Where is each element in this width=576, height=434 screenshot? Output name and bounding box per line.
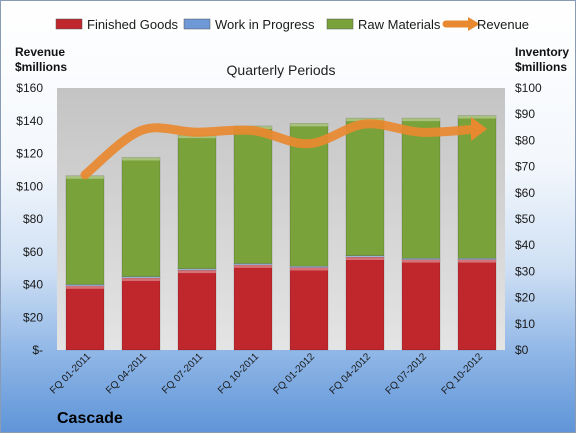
bar-highlight (458, 116, 496, 119)
category-label: FQ 10-2012 (440, 351, 486, 397)
category-label: FQ 07-2012 (384, 351, 430, 397)
left-tick-label: $20 (23, 310, 43, 324)
bar-highlight (122, 278, 160, 281)
right-axis-ticks: $0 $10 $20 $30 $40 $50 $60 $70 $80 $90 $100 (515, 81, 542, 357)
bar-finished-goods (66, 286, 104, 350)
category-label: FQ 01-2011 (48, 351, 93, 396)
bar-finished-goods (122, 278, 160, 350)
right-tick-label: $90 (515, 107, 535, 121)
category-label: FQ 07-2011 (160, 351, 205, 396)
bar-highlight (290, 123, 328, 126)
bar-highlight (234, 265, 272, 268)
category-label: FQ 01-2012 (272, 351, 318, 397)
right-tick-label: $100 (515, 81, 542, 95)
legend-label-work-in-progress: Work in Progress (215, 17, 315, 32)
bar-finished-goods (290, 267, 328, 350)
bar-finished-goods (458, 260, 496, 350)
bar-raw-materials (402, 118, 440, 258)
bar-highlight (122, 157, 160, 160)
category-label: FQ 10-2011 (216, 351, 261, 396)
bar-highlight (458, 260, 496, 263)
right-tick-label: $40 (515, 238, 535, 252)
left-tick-label: $40 (23, 278, 43, 292)
company-name: Cascade (57, 410, 123, 427)
left-tick-label: $80 (23, 212, 43, 226)
left-tick-label: $100 (16, 179, 43, 193)
left-tick-label: $60 (23, 245, 43, 259)
right-tick-label: $20 (515, 291, 535, 305)
left-tick-label: $- (32, 343, 43, 357)
left-tick-label: $120 (16, 147, 43, 161)
right-tick-label: $30 (515, 264, 535, 278)
legend-label-finished-goods: Finished Goods (87, 17, 179, 32)
category-label: FQ 04-2012 (328, 351, 374, 397)
bar-raw-materials (122, 157, 160, 276)
right-axis-title-line1: Inventory (515, 45, 569, 59)
legend-swatch-raw-materials (327, 19, 353, 29)
bar-finished-goods (402, 260, 440, 350)
bar-raw-materials (178, 135, 216, 269)
chart-title: Quarterly Periods (227, 62, 336, 78)
legend-swatch-finished-goods (56, 19, 82, 29)
left-axis-ticks: $- $20 $40 $60 $80 $100 $120 $140 $160 (16, 81, 43, 357)
right-tick-label: $0 (515, 343, 529, 357)
bar-finished-goods (178, 270, 216, 350)
legend-label-revenue: Revenue (477, 17, 529, 32)
bar-raw-materials (346, 118, 384, 256)
right-axis-title-line2: $millions (515, 60, 567, 74)
left-axis-title-line1: Revenue (15, 45, 65, 59)
right-tick-label: $50 (515, 212, 535, 226)
bar-highlight (66, 286, 104, 289)
right-tick-label: $10 (515, 317, 535, 331)
right-tick-label: $60 (515, 186, 535, 200)
left-tick-label: $140 (16, 114, 43, 128)
legend-label-raw-materials: Raw Materials (358, 17, 441, 32)
legend: Finished Goods Work in Progress Raw Materi… (56, 17, 529, 32)
category-label: FQ 04-2011 (104, 351, 149, 396)
bar-raw-materials (66, 176, 104, 285)
bar-raw-materials (234, 126, 272, 264)
bar-highlight (402, 118, 440, 121)
right-tick-label: $80 (515, 133, 535, 147)
bar-finished-goods (346, 257, 384, 350)
left-tick-label: $160 (16, 81, 43, 95)
bar-finished-goods (234, 265, 272, 350)
bar-highlight (402, 260, 440, 263)
bar-raw-materials (458, 116, 496, 259)
right-tick-label: $70 (515, 160, 535, 174)
left-axis-title-line2: $millions (15, 60, 67, 74)
bar-highlight (290, 267, 328, 270)
legend-swatch-work-in-progress (184, 19, 210, 29)
bar-highlight (346, 257, 384, 260)
bar-highlight (178, 270, 216, 273)
